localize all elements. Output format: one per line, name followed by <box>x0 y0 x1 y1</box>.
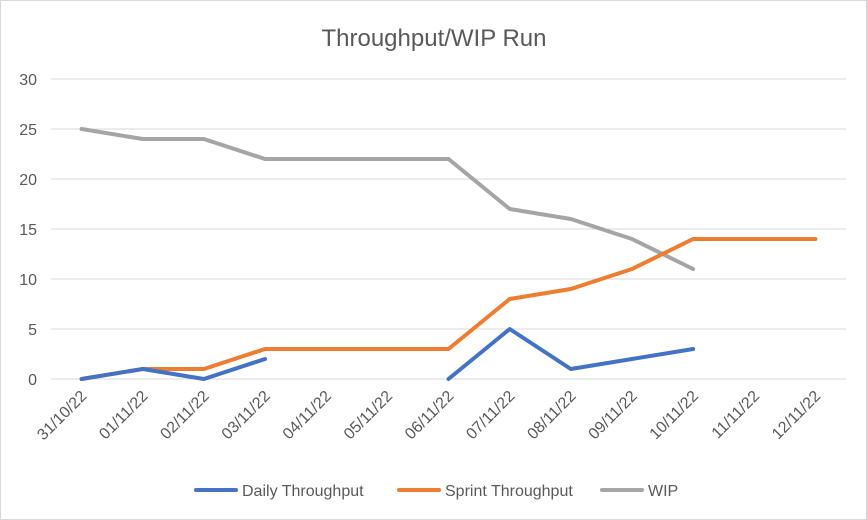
x-tick-label: 09/11/22 <box>586 388 641 443</box>
series-lines <box>79 127 818 381</box>
legend-label: Sprint Throughput <box>445 483 573 500</box>
legend-label: Daily Throughput <box>242 483 364 500</box>
x-tick-label: 31/10/22 <box>34 388 90 444</box>
series-line-wip <box>79 127 696 271</box>
x-tick-label: 01/11/22 <box>96 388 151 443</box>
chart-title: Throughput/WIP Run <box>321 25 546 52</box>
y-tick-label: 15 <box>19 222 37 239</box>
series-line-daily-throughput <box>79 357 267 381</box>
y-tick-label: 25 <box>19 122 37 139</box>
series-line-sprint-throughput <box>79 237 818 381</box>
y-axis-ticks: 0 5 10 15 20 25 30 <box>19 72 37 389</box>
x-tick-label: 10/11/22 <box>647 388 702 443</box>
x-axis-ticks: 31/10/22 01/11/22 02/11/22 03/11/22 04/11/22… <box>34 388 824 444</box>
x-tick-label: 04/11/22 <box>280 388 335 443</box>
y-tick-label: 0 <box>28 372 37 389</box>
x-tick-label: 12/11/22 <box>769 388 824 443</box>
x-tick-label: 02/11/22 <box>157 388 212 443</box>
y-tick-label: 5 <box>28 322 37 339</box>
x-tick-label: 06/11/22 <box>402 388 457 443</box>
x-tick-label: 08/11/22 <box>524 388 579 443</box>
y-tick-label: 10 <box>19 272 37 289</box>
legend-label: WIP <box>648 483 678 500</box>
x-tick-label: 05/11/22 <box>341 388 396 443</box>
series-line-daily-throughput <box>446 327 696 381</box>
legend: Daily Throughput Sprint Throughput WIP <box>194 483 678 500</box>
x-tick-label: 07/11/22 <box>463 388 518 443</box>
x-tick-label: 03/11/22 <box>219 388 274 443</box>
gridlines <box>51 78 846 380</box>
x-tick-label: 11/11/22 <box>709 388 763 442</box>
y-tick-label: 30 <box>19 72 37 89</box>
y-tick-label: 20 <box>19 172 37 189</box>
